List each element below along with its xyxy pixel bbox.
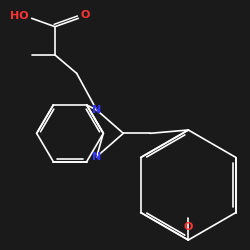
Text: HO: HO	[10, 11, 29, 21]
Text: N: N	[92, 152, 101, 162]
Text: O: O	[80, 10, 90, 20]
Text: N: N	[92, 105, 101, 115]
Text: O: O	[184, 222, 193, 232]
